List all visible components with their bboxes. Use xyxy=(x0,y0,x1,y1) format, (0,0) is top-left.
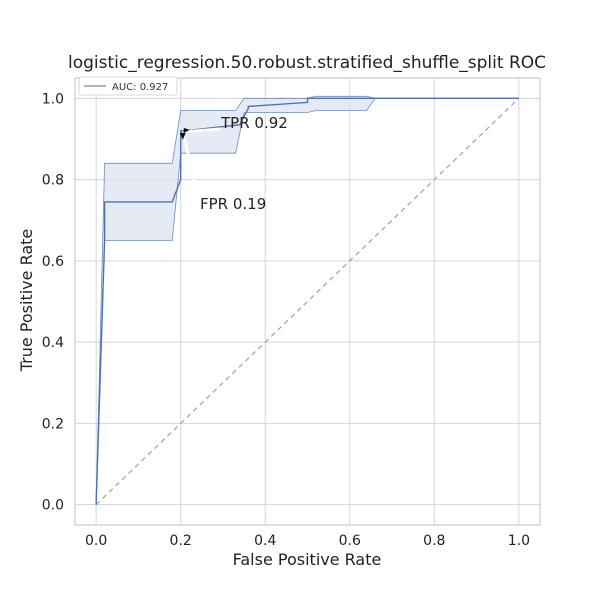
y-tick-label: 1.0 xyxy=(42,91,64,107)
x-axis-label: False Positive Rate xyxy=(233,550,382,569)
tpr-arrow-head xyxy=(183,127,190,133)
fpr-arrow-head xyxy=(179,132,186,140)
band-upper-line xyxy=(95,95,519,505)
band-lower-line xyxy=(95,97,519,505)
x-tick-label: 1.0 xyxy=(508,533,530,549)
y-tick-label: 0.2 xyxy=(42,416,64,432)
tpr-annotation: TPR 0.92 xyxy=(220,114,288,132)
x-tick-label: 0.2 xyxy=(170,533,192,549)
y-tick-label: 0.0 xyxy=(42,498,64,514)
plot-frame xyxy=(74,77,541,526)
y-axis-label: True Positive Rate xyxy=(17,229,36,373)
x-tick-label: 0.0 xyxy=(85,533,107,549)
y-tick-label: 0.4 xyxy=(42,335,64,351)
legend-label: AUC: 0.927 xyxy=(112,82,168,93)
fpr-arrow-halo xyxy=(182,134,197,187)
plot-border xyxy=(74,77,541,526)
diagonal-reference-line xyxy=(95,97,520,506)
annotations: TPR 0.92 FPR 0.19 xyxy=(179,114,288,213)
y-tick-label: 0.6 xyxy=(42,254,64,270)
series-lines xyxy=(95,97,520,506)
grid xyxy=(75,78,540,525)
x-tick-label: 0.4 xyxy=(254,533,276,549)
fpr-annotation: FPR 0.19 xyxy=(200,195,266,213)
confidence-band xyxy=(95,95,519,505)
chart-title: logistic_regression.50.robust.stratified… xyxy=(68,53,546,73)
roc-curve xyxy=(95,97,519,505)
legend: AUC: 0.927 xyxy=(78,76,178,96)
x-tick-label: 0.6 xyxy=(339,533,361,549)
y-tick-label: 0.8 xyxy=(42,173,64,189)
tick-labels: 0.0 0.2 0.4 0.6 0.8 1.0 0.0 0.2 0.4 0.6 0.8 1.0 xyxy=(42,91,530,549)
tpr-arrow-halo xyxy=(184,127,221,134)
legend-box xyxy=(78,76,178,96)
x-tick-label: 0.8 xyxy=(423,533,445,549)
